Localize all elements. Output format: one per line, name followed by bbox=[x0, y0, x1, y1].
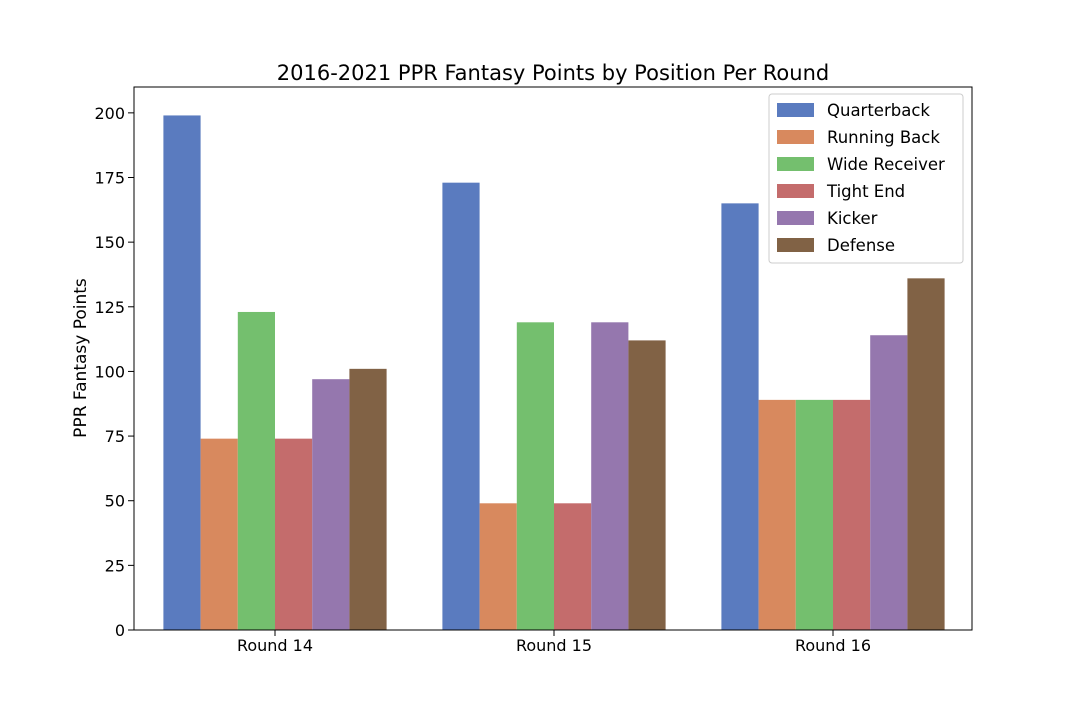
bar-wide-receiver-round-14 bbox=[237, 311, 275, 630]
legend-label: Wide Receiver bbox=[827, 155, 945, 174]
bar-quarterback-round-15 bbox=[442, 182, 480, 631]
y-tick-label: 200 bbox=[94, 104, 125, 123]
bar-defense-round-14 bbox=[349, 368, 387, 630]
plot-frame bbox=[133, 86, 973, 631]
y-tick-label: 175 bbox=[94, 169, 125, 188]
legend-label: Kicker bbox=[827, 209, 878, 228]
bar-kicker-round-15 bbox=[591, 322, 629, 630]
bar-quarterback-round-14 bbox=[163, 115, 201, 630]
bar-kicker-round-16 bbox=[870, 335, 908, 630]
bar-tight-end-round-15 bbox=[554, 503, 592, 630]
legend-swatch bbox=[777, 103, 814, 117]
legend-label: Tight End bbox=[826, 182, 905, 201]
legend-swatch bbox=[777, 157, 814, 171]
bar-running-back-round-16 bbox=[758, 399, 796, 630]
legend: Quarterback Running Back Wide Receiver Tigh… bbox=[768, 93, 964, 264]
legend-swatch bbox=[777, 184, 814, 198]
x-tick-label: Round 15 bbox=[516, 636, 592, 655]
axes-layer: 0 25 50 75 100 125 150 175 200 Round 14 Round 15 Ro… bbox=[94, 86, 973, 655]
bar-quarterback-round-16 bbox=[721, 203, 759, 631]
legend-box bbox=[768, 93, 964, 264]
y-tick-label: 50 bbox=[105, 492, 125, 511]
y-tick-label: 75 bbox=[105, 427, 125, 446]
y-tick-label: 150 bbox=[94, 233, 125, 252]
bar-running-back-round-14 bbox=[200, 438, 238, 630]
x-tick-label: Round 16 bbox=[795, 636, 871, 655]
bar-kicker-round-14 bbox=[312, 379, 350, 630]
legend-label: Quarterback bbox=[827, 101, 930, 120]
legend-label: Defense bbox=[827, 236, 895, 255]
x-tick-label: Round 14 bbox=[237, 636, 313, 655]
legend-swatch bbox=[777, 130, 814, 144]
legend-swatch bbox=[777, 238, 814, 252]
legend-label: Running Back bbox=[827, 128, 940, 147]
chart-title: 2016-2021 PPR Fantasy Points by Position… bbox=[277, 61, 829, 85]
bar-defense-round-16 bbox=[907, 278, 945, 630]
y-tick-label: 100 bbox=[94, 362, 125, 381]
bar-wide-receiver-round-15 bbox=[516, 322, 554, 630]
bar-running-back-round-15 bbox=[479, 503, 517, 630]
bar-wide-receiver-round-16 bbox=[795, 399, 833, 630]
y-tick-label: 25 bbox=[105, 556, 125, 575]
y-tick-label: 125 bbox=[94, 298, 125, 317]
y-tick-label: 0 bbox=[115, 621, 125, 640]
y-axis-label: PPR Fantasy Points bbox=[71, 278, 91, 438]
bar-tight-end-round-14 bbox=[275, 438, 313, 630]
legend-swatch bbox=[777, 211, 814, 225]
bar-defense-round-15 bbox=[628, 340, 666, 630]
bars-layer bbox=[163, 115, 945, 631]
bar-tight-end-round-16 bbox=[833, 399, 871, 630]
